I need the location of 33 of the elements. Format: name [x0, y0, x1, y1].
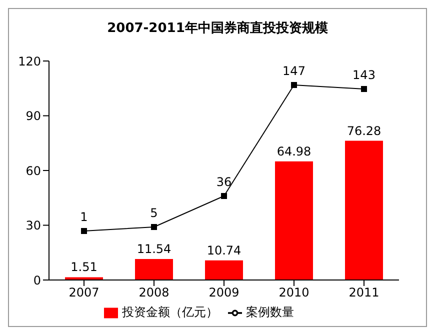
point [221, 193, 227, 199]
point [81, 228, 87, 234]
data-label: 64.98 [276, 144, 312, 158]
bar [345, 140, 383, 280]
x-tick-label: 2011 [348, 286, 380, 300]
x-tick-label: 2010 [278, 286, 310, 300]
bar [135, 258, 173, 280]
x-tick-label: 2009 [208, 286, 240, 300]
x-tick-label: 2007 [68, 286, 100, 300]
point [361, 86, 367, 92]
bar [205, 260, 243, 280]
data-label: 143 [352, 68, 376, 82]
data-label: 147 [282, 64, 306, 78]
y-tick-label: 90 [26, 109, 41, 124]
data-label: 36 [216, 175, 232, 189]
y-tick-label: 0 [33, 273, 41, 288]
data-label: 1 [80, 210, 88, 224]
bar [65, 277, 103, 280]
x-tick-label: 2008 [138, 286, 170, 300]
y-tick-label: 30 [26, 218, 41, 233]
data-label: 5 [150, 206, 158, 220]
bar [275, 161, 313, 280]
data-label: 11.54 [136, 242, 172, 256]
data-label: 76.28 [346, 124, 382, 138]
point [151, 224, 157, 230]
y-tick-label: 120 [18, 54, 41, 68]
data-label: 10.74 [206, 243, 242, 258]
data-label: 1.51 [70, 260, 98, 274]
legend-label: 投资金额（亿元） [122, 305, 218, 319]
chart-title: 2007-2011年中国券商直投投资规模 [106, 20, 329, 38]
point [291, 82, 297, 88]
y-tick-label: 60 [26, 164, 41, 178]
legend-label: 案例数量 [246, 305, 294, 319]
